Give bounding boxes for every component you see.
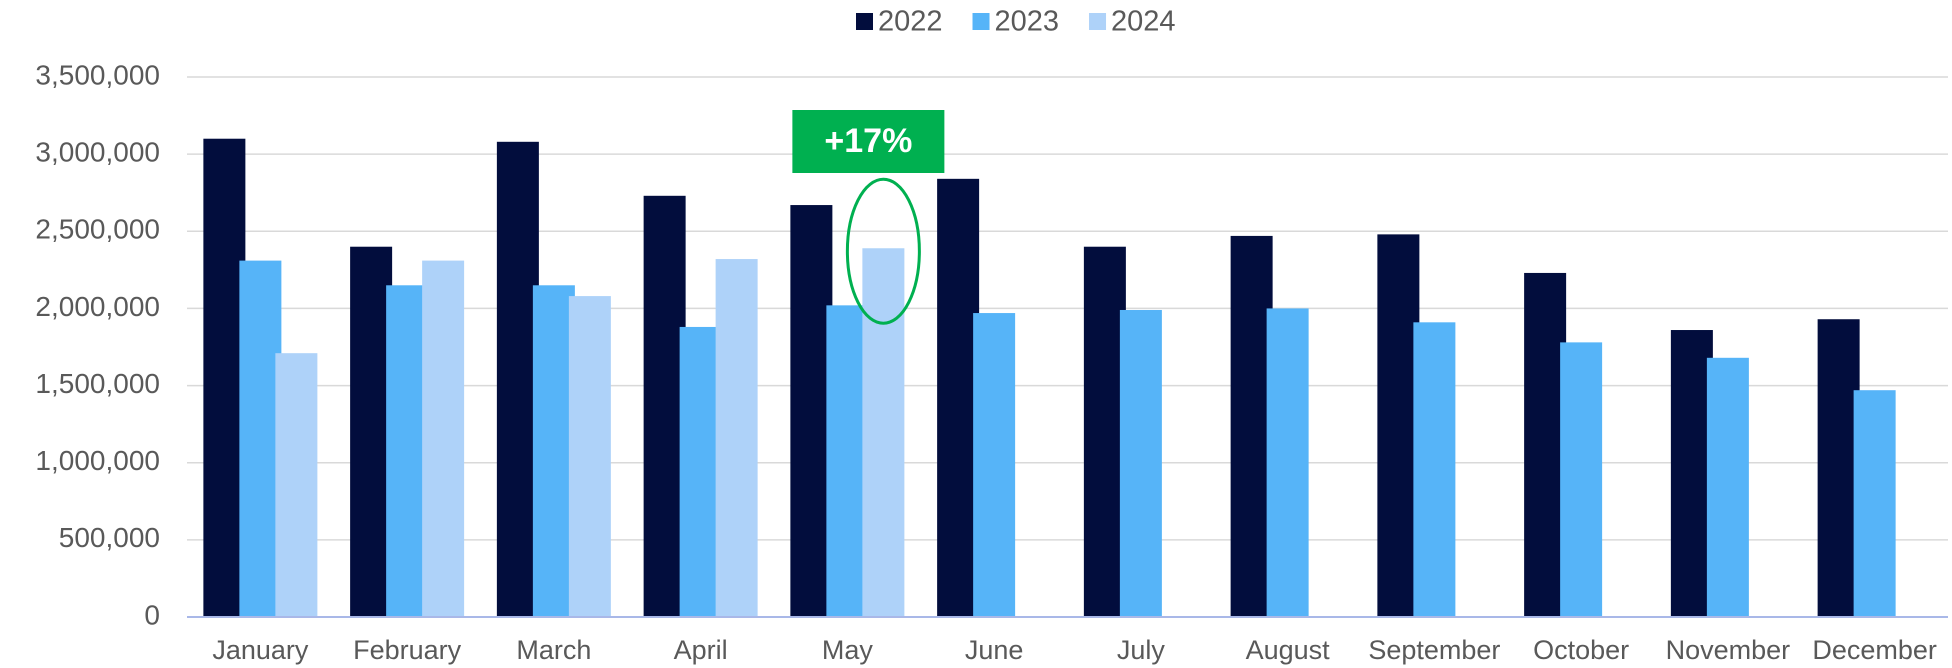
bar [973,313,1016,617]
legend-swatch [972,13,990,30]
bar [715,259,758,617]
bar [203,138,246,617]
annotation-ellipse [845,177,921,325]
x-tick-label: June [965,635,1024,665]
bar [1524,272,1567,617]
bar [1670,330,1713,617]
bar [826,305,869,617]
bar [1083,246,1126,617]
bar [386,285,429,617]
bar [1230,235,1273,617]
bar [937,178,980,618]
bar [275,353,318,617]
bar [862,248,905,617]
bar [1377,234,1420,617]
legend-label: 2024 [1111,6,1176,38]
legend-label: 2023 [995,6,1060,38]
bar [532,285,575,617]
bar [496,141,539,618]
annotation-text: +17% [824,122,912,160]
bar [643,195,686,618]
y-tick-label: 1,500,000 [35,368,160,399]
x-tick-label: October [1533,635,1629,665]
bar [239,260,282,617]
bar [790,205,833,618]
bar [1119,309,1162,617]
annotation-box [792,110,945,173]
y-tick-label: 2,500,000 [35,214,160,245]
y-tick-label: 1,000,000 [35,445,160,476]
x-tick-label: July [1117,635,1166,665]
legend-label: 2022 [878,6,943,38]
x-tick-label: April [674,635,728,665]
x-tick-label: May [822,635,874,665]
bar [1413,322,1456,617]
bar [422,260,465,617]
y-tick-label: 2,000,000 [35,291,160,322]
y-tick-label: 3,000,000 [35,137,160,168]
bar [679,326,722,617]
x-tick-label: March [516,635,591,665]
x-tick-label: January [212,635,309,665]
bar [1560,342,1603,617]
bar [1853,390,1896,617]
legend-swatch [856,13,873,30]
bar [1266,308,1309,617]
bar [1817,319,1860,617]
x-tick-label: November [1666,635,1791,665]
bar [350,246,393,617]
y-tick-label: 3,500,000 [35,59,160,90]
x-tick-label: February [353,635,462,665]
x-tick-label: December [1812,635,1937,665]
y-tick-label: 500,000 [59,522,160,553]
bar [1706,357,1749,617]
y-tick-label: 0 [144,599,160,630]
bar [568,296,611,617]
x-tick-label: August [1246,635,1331,665]
legend-swatch [1089,13,1107,30]
x-tick-label: September [1368,635,1500,665]
